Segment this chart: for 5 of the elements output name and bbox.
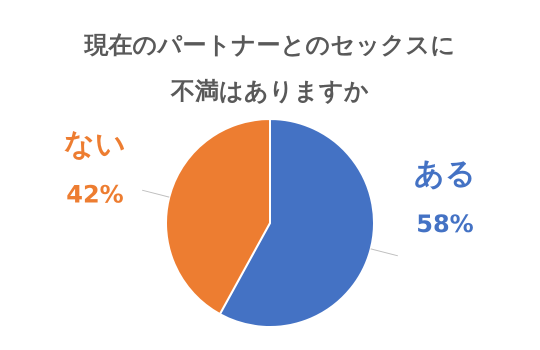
data-label: 42% [66, 180, 124, 208]
slice-label: ない [64, 126, 126, 162]
slice-label: ある [414, 156, 476, 192]
chart-title: 現在のパートナーとのセックスに不満はありますか [82, 30, 456, 107]
data-label: 58% [416, 210, 474, 238]
